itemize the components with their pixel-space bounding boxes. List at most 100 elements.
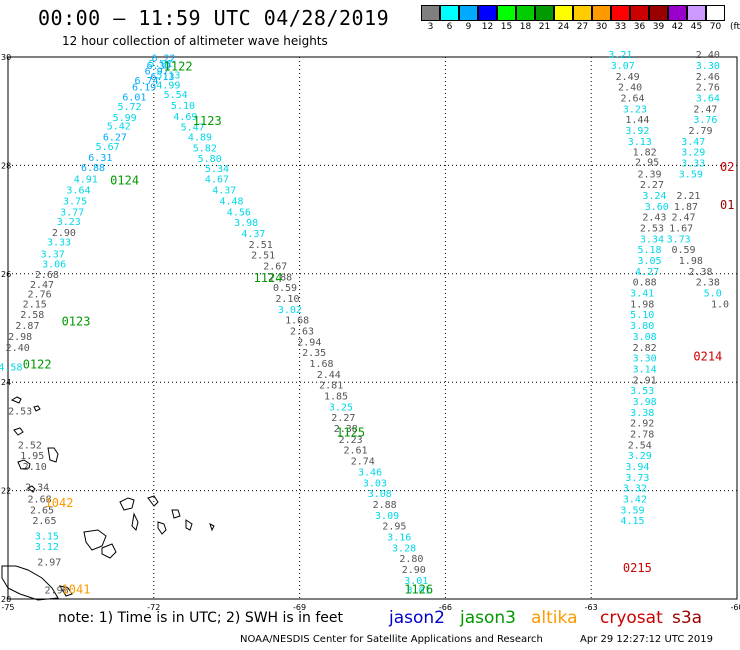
swh-value: 2.88	[268, 272, 292, 283]
scale-label: 18	[519, 22, 532, 32]
lon-tick-label: -75	[1, 603, 14, 612]
swh-value: 6.19	[132, 83, 156, 94]
scale-label: 33	[614, 22, 627, 32]
swh-value: 3.73	[625, 473, 649, 484]
island-outline	[83, 529, 107, 551]
island-outline	[27, 485, 36, 493]
swh-value: 3.23	[623, 104, 647, 115]
swh-value: 6.30	[147, 61, 171, 72]
swh-value: 3.07	[611, 61, 635, 72]
swh-value: 2.43	[642, 213, 666, 224]
swh-value: 2.34	[25, 483, 49, 494]
scale-swatch	[687, 5, 706, 21]
swh-value: 5.34	[205, 164, 229, 175]
swh-value: 2.67	[263, 261, 287, 272]
scale-swatch	[478, 5, 497, 21]
swh-value: 3.15	[35, 531, 59, 542]
coastline	[1, 396, 215, 601]
swh-value: 3.09	[375, 511, 399, 522]
island-outline	[131, 512, 139, 531]
swh-value: 2.46	[696, 72, 720, 83]
swh-value: 2.23	[339, 435, 363, 446]
swh-value: 3.30	[633, 354, 657, 365]
island-outline	[157, 521, 167, 535]
swh-value: 2.49	[616, 72, 640, 83]
swh-value: 3.98	[234, 218, 258, 229]
swh-value: 3.08	[368, 489, 392, 500]
pass-time-labels: 1122 1123 0124 1124 0123 0122 1125 1042 1041 1126…	[23, 60, 735, 597]
swh-value: 3.75	[63, 196, 87, 207]
swh-value: 5.72	[117, 102, 141, 113]
scale-swatch	[421, 5, 440, 21]
lat-tick-label: 20	[1, 595, 11, 604]
swh-value: 1.85	[324, 392, 348, 403]
swh-value: 3.47	[681, 137, 705, 148]
swh-value: 2.44	[317, 370, 341, 381]
credit-line: NOAA/NESDIS Center for Satellite Applica…	[240, 634, 543, 645]
swh-value: 2.40	[696, 50, 720, 61]
swh-value: 3.94	[625, 462, 649, 473]
island-outline	[58, 585, 73, 597]
lat-tick-label: 28	[1, 161, 11, 170]
pass-time-label: 1123	[193, 114, 222, 128]
scale-unit-label: (ft)	[730, 22, 740, 32]
swh-value: 1.67	[669, 224, 693, 235]
chart-subtitle: 12 hour collection of altimeter wave hei…	[62, 34, 328, 48]
scale-label: 70	[709, 22, 722, 32]
swh-value: 4.15	[620, 516, 644, 527]
swh-value: 6.88	[81, 163, 105, 174]
lat-tick-label: 22	[1, 487, 11, 496]
swh-value: 2.15	[23, 299, 47, 310]
swh-value: 4.48	[220, 196, 244, 207]
swh-value: 2.82	[633, 343, 657, 354]
swh-value: 2.68	[28, 495, 52, 506]
scale-label: 15	[500, 22, 513, 32]
lat-tick-label: 26	[1, 270, 11, 279]
swh-value: 1.0	[711, 299, 729, 310]
swh-value: 3.46	[358, 467, 382, 478]
swh-value: 3.64	[66, 186, 90, 197]
swh-value: 2.53	[640, 224, 664, 235]
swh-value: 2.92	[630, 419, 654, 430]
swh-value: 3.42	[623, 495, 647, 506]
swh-value: 3.01	[407, 586, 431, 597]
pass-time-label: 0215	[623, 561, 652, 575]
swh-value: 2.65	[30, 505, 54, 516]
island-outline	[1, 565, 59, 601]
swh-value: 3.53	[630, 386, 654, 397]
swh-value: 6.97	[145, 66, 169, 77]
swh-value: 3.06	[42, 259, 66, 270]
swh-value: 3.76	[693, 115, 717, 126]
timestamp: Apr 29 12:27:12 UTC 2019	[580, 634, 713, 645]
lon-tick-label: -66	[439, 603, 452, 612]
scale-label: 6	[446, 22, 453, 32]
swh-value: 2.47	[30, 280, 54, 291]
scale-swatch	[630, 5, 649, 21]
swh-value: 3.29	[628, 451, 652, 462]
island-outline	[209, 523, 215, 532]
swh-value: 3.59	[679, 169, 703, 180]
swh-value: 1.68	[309, 359, 333, 370]
swh-value: 3.08	[633, 332, 657, 343]
swh-value: 3.03	[363, 478, 387, 489]
swh-value: 2.27	[331, 413, 355, 424]
swh-value: 1.68	[285, 316, 309, 327]
swh-value: 3.13	[628, 137, 652, 148]
swh-value: 5.82	[193, 143, 217, 154]
swh-value: 2.78	[630, 429, 654, 440]
swh-value: 2.74	[351, 457, 375, 468]
island-outline	[13, 427, 24, 436]
satellite-legend-s3a: s3a	[672, 608, 703, 628]
swh-value: 2.27	[640, 180, 664, 191]
scale-swatch	[592, 5, 611, 21]
swh-value: 3.41	[630, 289, 654, 300]
swh-value: 4.58	[0, 362, 22, 373]
swh-value: 2.88	[373, 500, 397, 511]
swh-value: 4.99	[156, 80, 180, 91]
swh-value: 2.52	[18, 440, 42, 451]
swh-value: 3.38	[630, 408, 654, 419]
scale-swatch	[535, 5, 554, 21]
swh-value: 2.94	[297, 337, 321, 348]
lat-lon-grid	[7, 56, 738, 600]
swh-value: 3.98	[633, 397, 657, 408]
